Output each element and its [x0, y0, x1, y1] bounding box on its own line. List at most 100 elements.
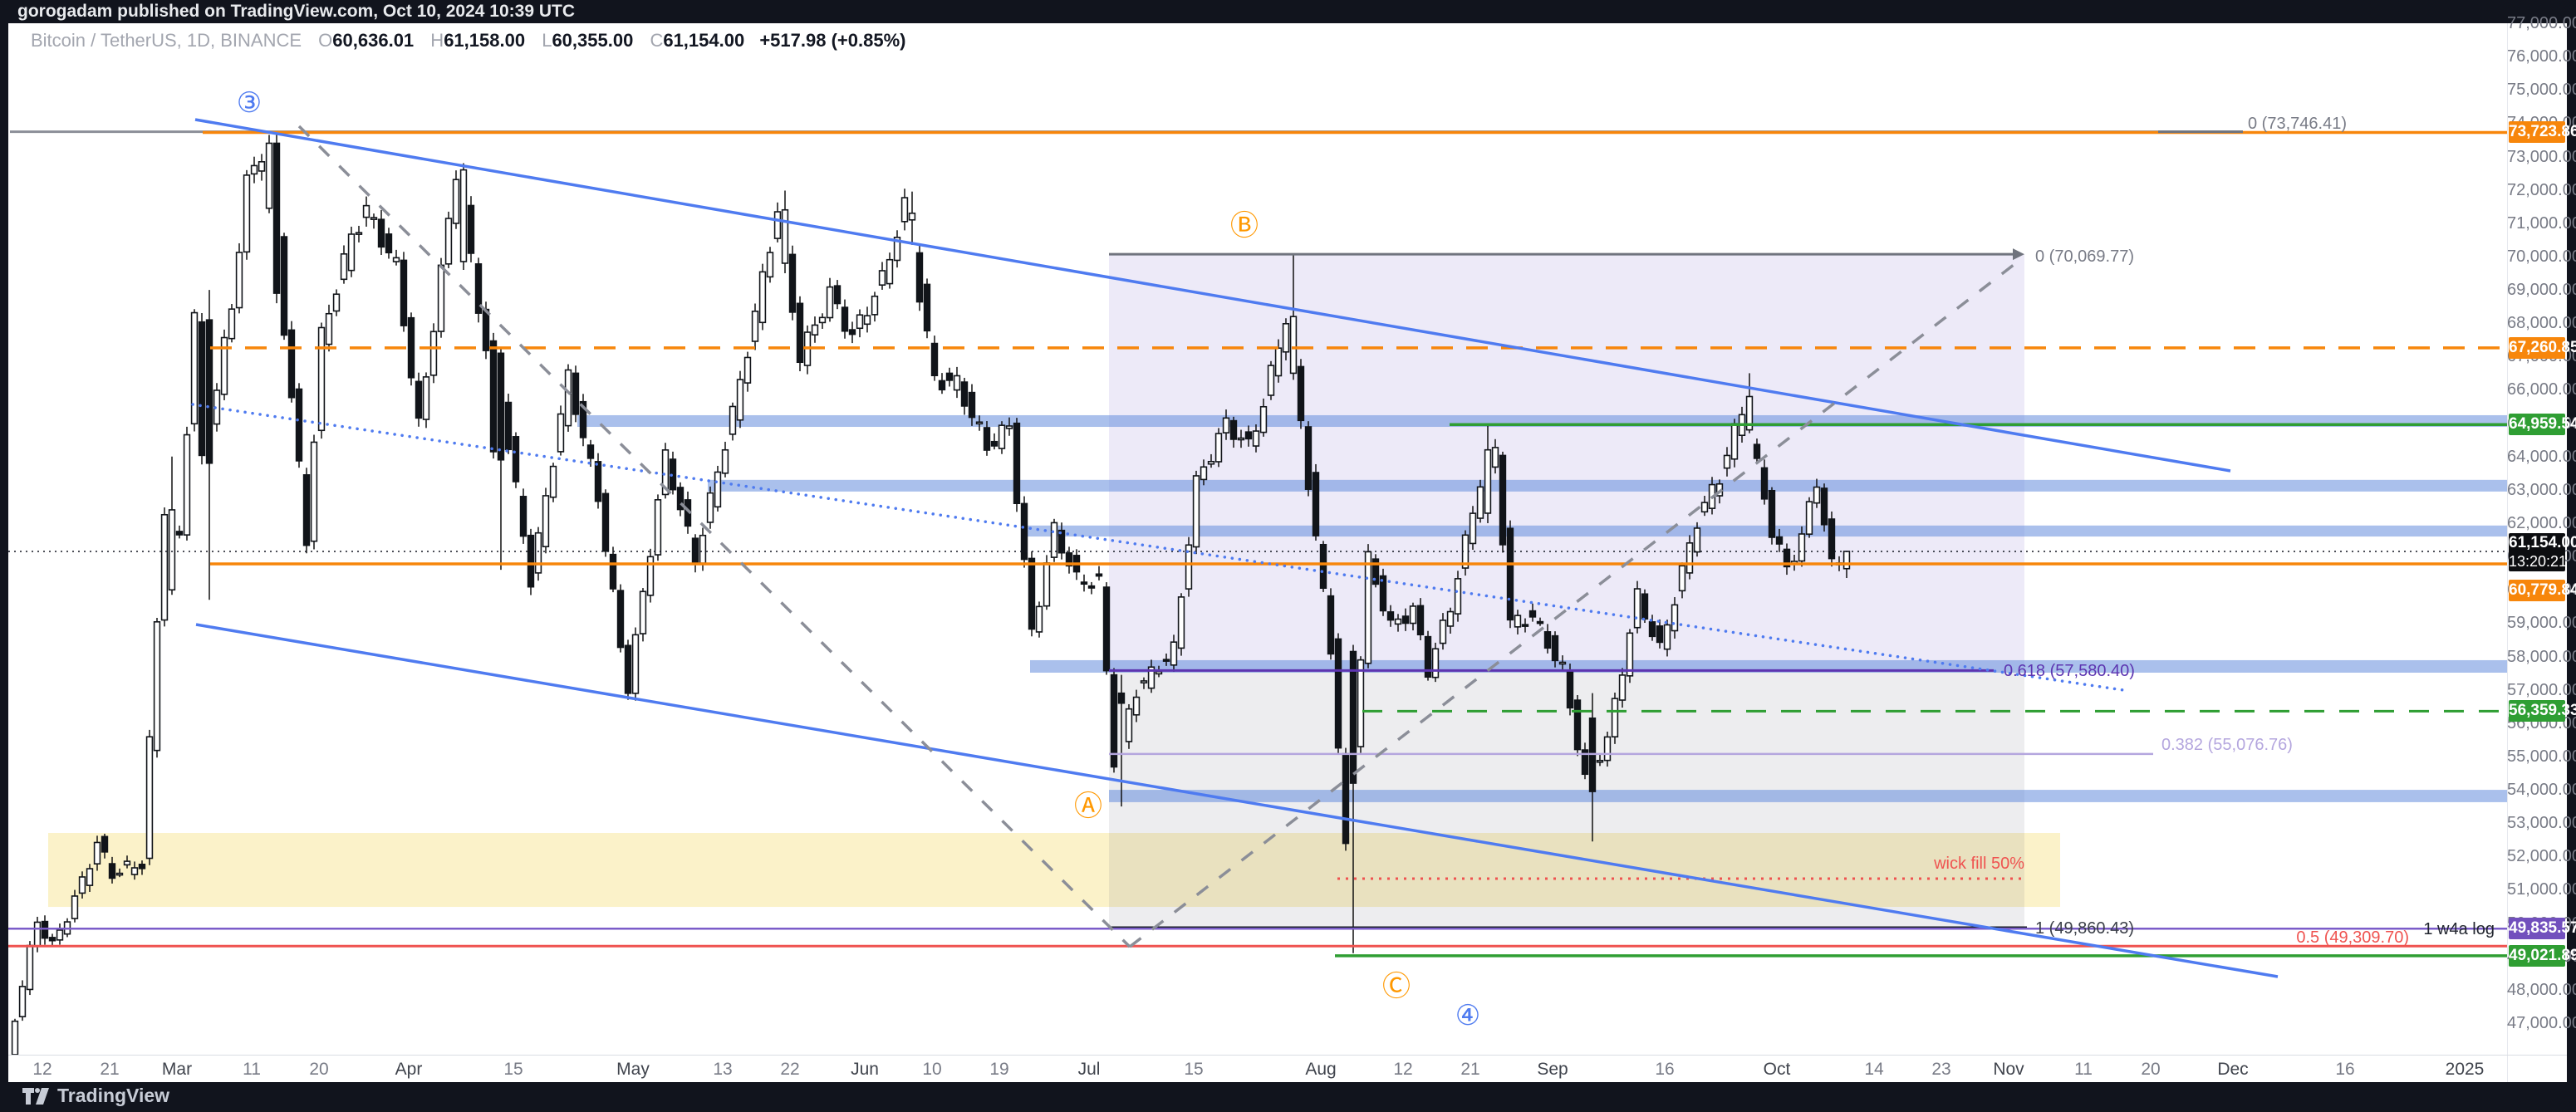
candle-up: [706, 492, 714, 523]
candle-up: [1446, 610, 1455, 627]
candle-down: [616, 590, 625, 649]
candle-up: [1469, 512, 1477, 545]
price-axis-tick: 64,000.00: [2507, 447, 2576, 466]
candle-down: [1065, 552, 1073, 567]
price-axis-tick: 77,000.00: [2507, 14, 2576, 32]
candle-down: [586, 444, 595, 459]
bar-countdown: 13:20:21: [2509, 552, 2568, 570]
candle-down: [1401, 615, 1410, 625]
candle-up: [1207, 460, 1215, 465]
candle-down: [915, 252, 924, 303]
candle-down: [676, 487, 684, 511]
candle-up: [1439, 620, 1447, 644]
candle-up: [1252, 430, 1260, 447]
candle-down: [1110, 674, 1118, 768]
candle-down: [1057, 529, 1066, 554]
time-axis-tick: 11: [2074, 1060, 2093, 1079]
candle-up: [190, 311, 199, 425]
candle-up: [1222, 417, 1230, 434]
time-axis-tick: 10: [922, 1060, 942, 1079]
candle-up: [444, 218, 453, 265]
time-axis-tick: 20: [309, 1060, 329, 1079]
candle-up: [1200, 466, 1208, 481]
candle-up: [1618, 674, 1627, 701]
candle-up: [1132, 696, 1141, 716]
price-axis-tick: 69,000.00: [2507, 281, 2576, 300]
candle-up: [811, 324, 819, 336]
candle-down: [624, 644, 632, 694]
candle-up: [1805, 501, 1813, 535]
candle-down: [519, 496, 527, 537]
candle-up: [429, 331, 438, 376]
candle-up: [93, 841, 101, 865]
ohlc-open-label: O: [318, 30, 333, 51]
time-axis[interactable]: 12 21 Mar 11 20 Apr 15 May 13 22 Jun 10 19 Jul 15 Aug 12…: [8, 1055, 2567, 1083]
candle-up: [564, 369, 572, 427]
time-axis-tick: 16: [1655, 1060, 1675, 1079]
time-axis-tick: Mar: [161, 1060, 193, 1079]
price-axis-tick: 47,000.00: [2507, 1013, 2576, 1032]
candle-up: [1259, 405, 1268, 434]
price-axis[interactable]: 77,000.0076,000.0075,000.0074,000.0073,0…: [2507, 14, 2576, 1055]
candle-down: [1244, 431, 1253, 440]
price-band: [1109, 790, 2507, 802]
candle-down: [108, 863, 116, 879]
candle-up: [437, 264, 445, 332]
candle-up: [975, 421, 984, 425]
dotted-trend: [191, 403, 2131, 693]
drawing-label: 0.5 (49,309.70): [2296, 928, 2409, 947]
candle-up: [1700, 502, 1709, 513]
candle-up: [235, 252, 243, 309]
circled-annotation: Ⓑ: [1230, 209, 1259, 242]
drawing-label: 0.618 (57,580.40): [2004, 662, 2135, 680]
time-axis-tick: 13: [713, 1060, 733, 1079]
chart-panel[interactable]: 0 (73,746.41) 0 (70,069.77) 0.618 (57,580.…: [8, 14, 2576, 1083]
tradingview-logo[interactable]: TradingView: [22, 1085, 169, 1107]
candle-down: [1499, 454, 1507, 546]
candle-up: [332, 293, 341, 312]
candle-up: [1663, 624, 1671, 650]
candle-down: [1080, 581, 1088, 585]
candle-down: [101, 835, 109, 853]
candle-up: [856, 314, 864, 330]
candle-up: [1596, 759, 1604, 763]
candle-up: [1214, 433, 1223, 463]
candle-up: [998, 424, 1006, 449]
candle-down: [945, 372, 954, 381]
time-axis-tick: Nov: [1993, 1060, 2024, 1079]
candle-down: [1371, 558, 1380, 585]
candle-up: [347, 233, 356, 272]
candle-up: [78, 876, 86, 894]
candle-up: [1626, 632, 1634, 677]
ohlc-low-label: L: [542, 30, 552, 51]
candle-down: [1783, 548, 1791, 568]
candle-down: [609, 553, 617, 590]
circled-annotation: ④: [1455, 999, 1480, 1032]
time-axis-tick: Jun: [851, 1060, 879, 1079]
price-level-label: 56,359.33: [2509, 700, 2576, 723]
candle-down: [272, 142, 281, 294]
price-axis-tick: 58,000.00: [2507, 647, 2576, 666]
time-axis-tick: 21: [1460, 1060, 1480, 1079]
time-axis-tick: Apr: [395, 1060, 423, 1079]
time-axis-tick: 14: [1864, 1060, 1884, 1079]
symbol-title: Bitcoin / TetherUS, 1D, BINANCE: [31, 30, 302, 51]
candle-up: [534, 532, 542, 574]
ohlc-close-label: C: [650, 30, 664, 51]
candle-up: [736, 379, 744, 421]
time-axis-tick: May: [616, 1060, 650, 1079]
candle-up: [310, 441, 318, 542]
circled-annotation: Ⓒ: [1382, 970, 1411, 1003]
drawing-label: 1 (49,860.43): [2035, 919, 2134, 938]
current-price-label: 61,154.00 13:20:21: [2509, 532, 2576, 571]
candle-up: [355, 232, 363, 235]
symbol-legend[interactable]: Bitcoin / TetherUS, 1D, BINANCE O60,636.…: [31, 30, 905, 51]
candle-up: [340, 252, 348, 281]
time-axis-tick: Aug: [1305, 1060, 1337, 1079]
price-level-label: 73,723.86: [2509, 121, 2576, 144]
candle-up: [542, 495, 550, 548]
candle-up: [422, 376, 430, 420]
candle-down: [407, 316, 415, 379]
candle-down: [938, 380, 946, 391]
